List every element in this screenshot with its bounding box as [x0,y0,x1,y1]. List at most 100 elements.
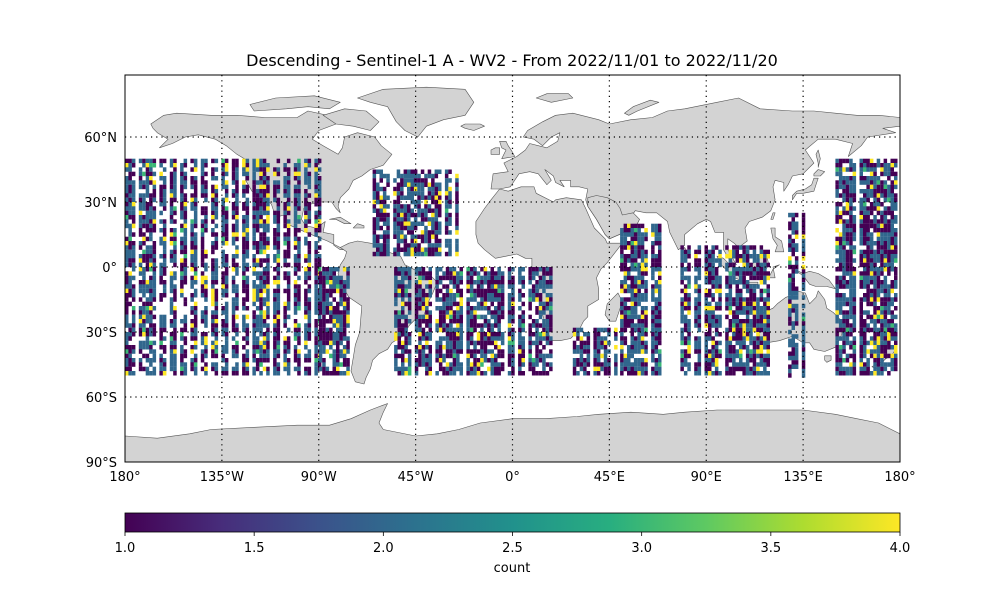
observation-cell [651,249,655,255]
observation-cell [242,362,246,367]
observation-cell [863,297,867,302]
observation-cell [633,232,638,237]
observation-cell [644,297,648,302]
observation-cell [869,176,874,181]
observation-cell [131,245,136,250]
observation-cell [142,184,146,190]
observation-cell [633,293,638,298]
observation-cell [404,340,408,346]
observation-cell [262,280,267,285]
observation-cell [145,184,150,190]
observation-cell [224,327,229,333]
observation-cell [339,301,343,307]
observation-cell [708,306,712,311]
observation-cell [307,288,312,294]
observation-cell [293,310,298,315]
observation-cell [852,189,857,194]
observation-cell [633,228,638,233]
observation-cell [382,191,387,196]
observation-cell [497,371,501,376]
observation-cell [259,236,263,242]
observation-cell [245,362,250,367]
observation-cell [873,180,877,185]
observation-cell [404,371,408,376]
observation-cell [459,275,463,281]
observation-cell [336,349,340,354]
observation-cell [273,258,277,263]
observation-cell [630,327,634,333]
observation-cell [835,267,839,272]
observation-cell [297,301,301,307]
observation-cell [521,362,525,367]
observation-cell [322,301,326,307]
observation-cell [752,275,757,281]
observation-cell [859,301,863,307]
observation-cell [438,199,442,205]
observation-cell [128,197,132,203]
observation-cell [863,280,867,285]
observation-cell [125,258,129,263]
observation-cell [125,197,129,203]
observation-cell [759,327,764,333]
observation-cell [849,340,853,346]
observation-cell [145,171,150,177]
observation-cell [442,306,446,311]
observation-cell [873,228,877,233]
observation-cell [336,306,340,311]
observation-cell [835,189,839,194]
observation-cell [718,275,722,281]
observation-cell [128,176,132,181]
observation-cell [304,176,308,181]
observation-cell [293,332,298,337]
observation-cell [376,169,380,174]
observation-cell [887,371,891,376]
observation-cell [887,340,891,346]
observation-cell [286,293,291,298]
observation-cell [407,366,412,372]
observation-cell [711,254,715,259]
observation-cell [394,319,398,324]
observation-cell [424,217,428,222]
observation-cell [262,284,267,289]
observation-cell [542,275,546,281]
observation-cell [759,345,764,350]
observation-cell [259,275,263,281]
observation-cell [708,275,712,281]
observation-cell [428,293,432,298]
observation-cell [528,323,532,328]
observation-cell [259,340,263,346]
observation-cell [535,297,539,302]
observation-cell [521,349,525,354]
observation-cell [873,362,877,367]
observation-cell [745,267,750,272]
observation-cell [801,212,806,218]
observation-cell [845,314,850,320]
observation-cell [651,284,655,289]
observation-cell [869,353,874,359]
observation-cell [466,314,470,320]
observation-cell [162,280,167,285]
observation-cell [318,349,323,354]
observation-cell [396,217,401,222]
observation-cell [572,332,577,337]
longitude-tick-label: 90°W [301,470,337,485]
observation-cell [480,358,484,363]
observation-cell [859,197,863,203]
observation-cell [494,336,498,341]
observation-cell [259,262,263,268]
observation-cell [654,345,659,350]
observation-cell [431,212,435,218]
observation-cell [204,180,208,185]
observation-cell [252,262,256,268]
observation-cell [739,275,743,281]
observation-cell [152,245,157,250]
observation-cell [231,353,236,359]
observation-cell [231,323,236,328]
observation-cell [749,288,753,294]
observation-cell [428,362,432,367]
observation-cell [138,267,143,272]
observation-cell [138,223,143,229]
observation-cell [342,288,347,294]
observation-cell [866,258,870,263]
observation-cell [852,371,857,376]
